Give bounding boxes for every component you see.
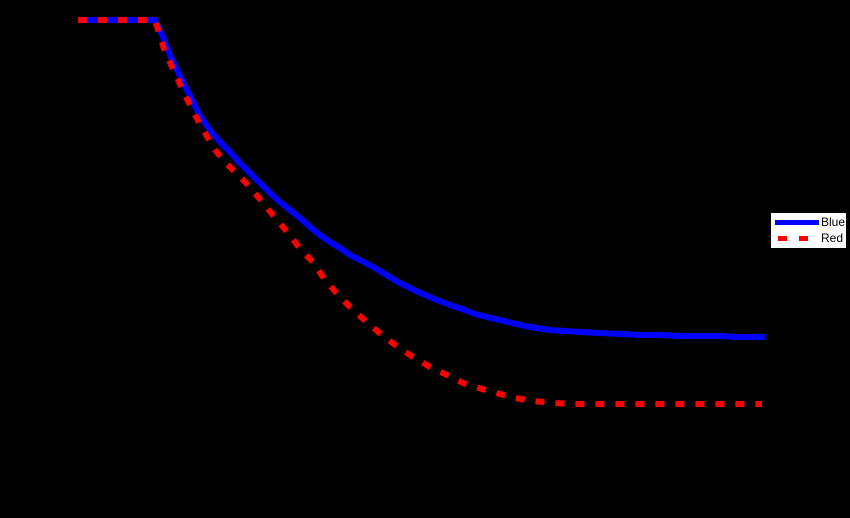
legend-item-blue: Blue: [775, 215, 846, 230]
legend-box: Blue Red: [770, 212, 847, 249]
legend-label-blue: Blue: [821, 215, 846, 230]
legend-item-red: Red: [775, 231, 843, 246]
series-line-red: [78, 17, 762, 407]
legend-red-line-sample: [775, 235, 819, 241]
series-line-blue: [78, 17, 765, 340]
legend-label-red: Red: [821, 230, 844, 245]
legend-blue-line-sample: [775, 220, 819, 226]
